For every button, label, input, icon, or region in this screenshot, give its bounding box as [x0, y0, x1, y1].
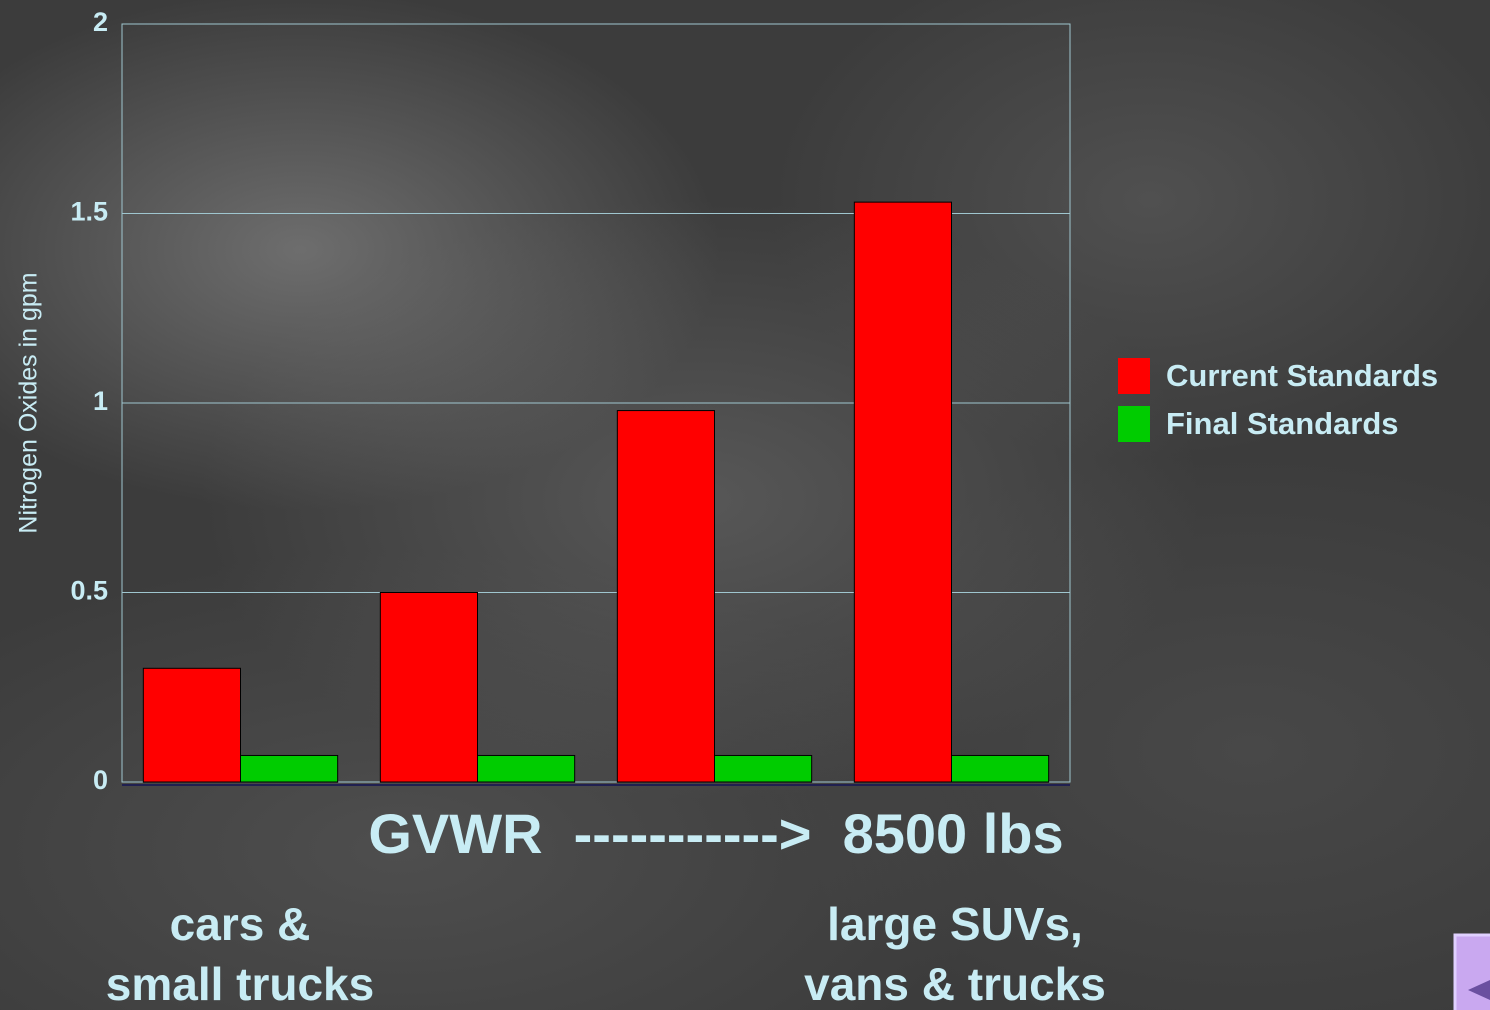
legend-label: Final Standards: [1166, 406, 1399, 441]
bar: [379, 592, 478, 783]
legend-label: Current Standards: [1166, 358, 1438, 393]
annotation: small trucks: [106, 958, 374, 1010]
y-tick-label: 1.5: [70, 197, 108, 227]
y-tick-label: 0.5: [70, 576, 108, 606]
annotation: large SUVs,: [827, 898, 1083, 950]
bar: [714, 754, 813, 783]
bar: [616, 410, 716, 783]
x-axis-title: GVWR -----------> 8500 lbs: [368, 802, 1063, 865]
y-tick-label: 2: [93, 7, 108, 37]
bar: [853, 201, 953, 783]
legend-swatch: [1118, 406, 1150, 442]
y-tick-label: 1: [93, 386, 108, 416]
legend-swatch: [1118, 358, 1150, 394]
annotation: cars &: [170, 898, 311, 950]
bar: [240, 754, 339, 783]
bar: [142, 667, 241, 783]
bar: [477, 754, 576, 783]
nav-button[interactable]: [1453, 933, 1490, 1010]
y-axis-title: Nitrogen Oxides in gpm: [15, 272, 43, 533]
y-tick-label: 0: [93, 765, 108, 795]
bar: [951, 754, 1050, 783]
annotation: vans & trucks: [804, 958, 1106, 1010]
